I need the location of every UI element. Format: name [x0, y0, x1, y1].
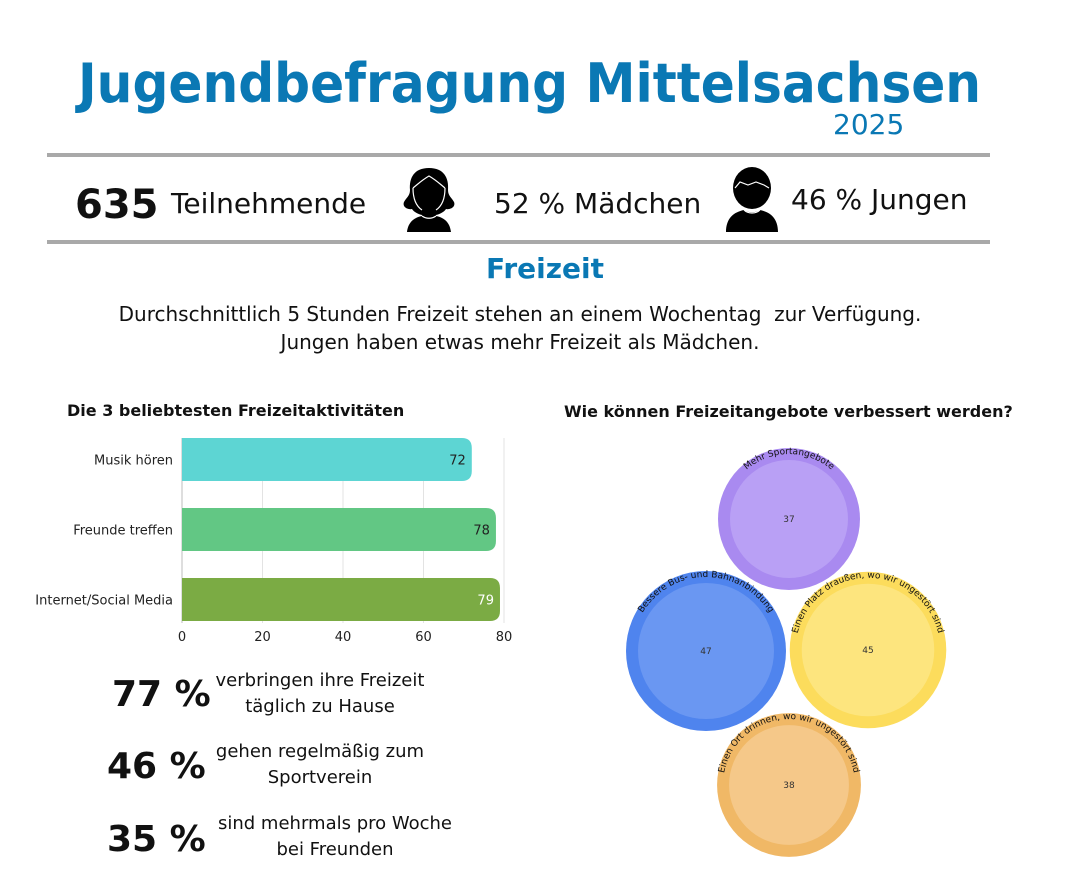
x-tick-label: 20 — [254, 630, 271, 645]
participants-count: 635 — [75, 182, 159, 228]
boy-icon — [726, 167, 778, 232]
fact-value: 77 % — [112, 674, 211, 715]
x-tick-label: 40 — [335, 630, 352, 645]
bubble-value-label: 47 — [700, 647, 711, 657]
bubble-inner — [638, 583, 774, 719]
section-intro: Durchschnittlich 5 Stunden Freizeit steh… — [0, 300, 1040, 356]
boys-percentage: 46 % Jungen — [791, 183, 968, 216]
bar-chart-x-ticks: 0 20 40 60 80 — [178, 630, 512, 645]
section-title: Freizeit — [485, 252, 604, 285]
bar — [182, 578, 500, 621]
intro-line-1: Durchschnittlich 5 Stunden Freizeit steh… — [118, 302, 922, 326]
bar-category-label: Freunde treffen — [73, 524, 173, 539]
fact-text-line-1: sind mehrmals pro Woche — [218, 813, 452, 834]
bar-category-label: Musik hören — [94, 454, 173, 469]
fact-value: 46 % — [107, 746, 206, 787]
fact-text: verbringen ihre Freizeit täglich zu Haus… — [200, 668, 440, 720]
bar-chart-bars: 72 78 79 — [182, 438, 500, 621]
fact-value: 35 % — [107, 819, 206, 860]
bar-chart: 72 78 79 0 20 40 60 80 Musik hören Freunde tref… — [35, 438, 512, 645]
bubble-inner — [729, 725, 849, 845]
fact-text: sind mehrmals pro Woche bei Freunden — [210, 811, 460, 863]
bubble-value-label: 45 — [862, 646, 873, 656]
x-tick-label: 60 — [415, 630, 432, 645]
x-tick-label: 80 — [496, 630, 513, 645]
bar-chart-title: Die 3 beliebtesten Freizeitaktivitäten — [67, 401, 405, 420]
bubble-chart-title: Wie können Freizeitangebote verbessert w… — [564, 402, 1013, 421]
page-title: Jugendbefragung Mittelsachsen — [78, 52, 982, 115]
fact-item: 46 % gehen regelmäßig zum Sportverein — [0, 739, 480, 802]
bubble-inner — [801, 583, 935, 717]
bar — [182, 508, 496, 551]
intro-line-2: Jungen haben etwas mehr Freizeit als Mäd… — [280, 330, 760, 354]
fact-text-line-2: bei Freunden — [276, 839, 394, 860]
fact-item: 77 % verbringen ihre Freizeit täglich zu… — [0, 670, 480, 730]
bubble-inner — [730, 460, 848, 578]
bar-data-label: 72 — [449, 454, 466, 469]
bar-chart-categories: Musik hören Freunde treffen Internet/Socia… — [35, 454, 173, 609]
girl-icon — [403, 168, 455, 232]
fact-item: 35 % sind mehrmals pro Woche bei Freunde… — [0, 813, 480, 873]
fact-text-line-2: täglich zu Hause — [245, 696, 395, 717]
survey-year: 2025 — [833, 108, 905, 141]
bubble-value-label: 38 — [783, 781, 795, 791]
bar-data-label: 78 — [473, 524, 490, 539]
fact-text-line-2: Sportverein — [267, 767, 373, 788]
bubble-value-label: 37 — [783, 515, 794, 525]
girls-percentage: 52 % Mädchen — [494, 187, 702, 220]
fact-text-line-1: verbringen ihre Freizeit — [215, 670, 425, 691]
fact-text-line-1: gehen regelmäßig zum — [215, 741, 425, 762]
bar-category-label: Internet/Social Media — [35, 594, 173, 609]
x-tick-label: 0 — [178, 630, 186, 645]
bar-data-label: 79 — [477, 594, 494, 609]
fact-text: gehen regelmäßig zum Sportverein — [200, 739, 440, 791]
participants-label: Teilnehmende — [171, 187, 367, 220]
divider-top — [47, 153, 990, 157]
divider-bottom — [47, 240, 990, 244]
bar — [182, 438, 472, 481]
